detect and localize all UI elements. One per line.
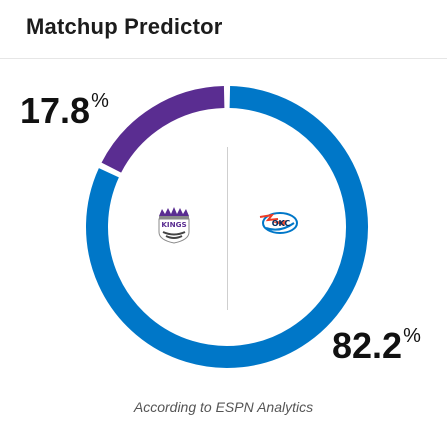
home-win-arc [86, 86, 368, 368]
away-win-arc [101, 86, 225, 173]
kings-logo-text: KINGS [161, 220, 186, 229]
title-divider [0, 58, 447, 59]
attribution-text: According to ESPN Analytics [133, 399, 314, 415]
thunder-logo-text: OKC [272, 219, 291, 228]
home-pct-symbol: % [403, 325, 421, 347]
home-win-percentage: 82.2% [332, 325, 421, 366]
center-divider [227, 147, 228, 310]
thunder-logo-icon[interactable]: OKC [258, 209, 300, 237]
away-pct-symbol: % [91, 90, 109, 112]
card-title: Matchup Predictor [26, 14, 223, 39]
away-win-percentage: 17.8% [20, 90, 109, 131]
win-probability-donut [82, 82, 372, 372]
kings-crown-logo-icon[interactable]: KINGS [156, 206, 192, 244]
away-win-pct-value: 17.8 [20, 90, 91, 131]
home-win-pct-value: 82.2 [332, 325, 403, 366]
